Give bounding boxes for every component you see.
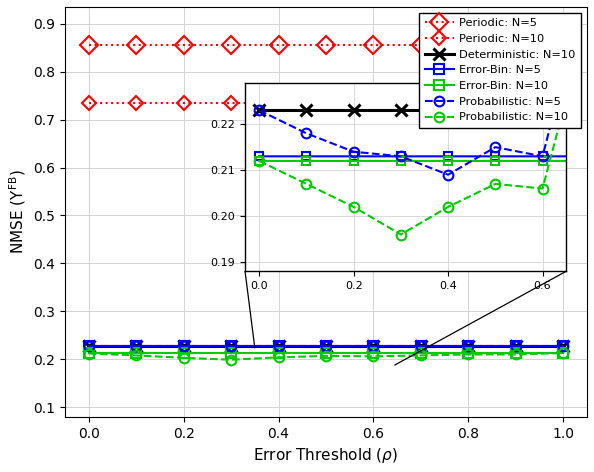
- Periodic: N=5: (0.2, 0.855): N=5: (0.2, 0.855): [180, 42, 187, 48]
- Error-Bin: N=10: (0.8, 0.213): N=10: (0.8, 0.213): [465, 350, 472, 356]
- Error-Bin: N=10: (1, 0.213): N=10: (1, 0.213): [560, 350, 567, 356]
- Periodic: N=5: (0.7, 0.855): N=5: (0.7, 0.855): [418, 42, 425, 48]
- Periodic: N=10: (0.2, 0.735): N=10: (0.2, 0.735): [180, 100, 187, 106]
- Deterministic: N=10: (0.1, 0.228): N=10: (0.1, 0.228): [132, 343, 140, 349]
- Probabilistic: N=10: (0.5, 0.207): N=10: (0.5, 0.207): [323, 353, 330, 359]
- Probabilistic: N=10: (0.9, 0.21): N=10: (0.9, 0.21): [512, 352, 519, 357]
- Periodic: N=5: (0.3, 0.855): N=5: (0.3, 0.855): [228, 42, 235, 48]
- Error-Bin: N=5: (0.4, 0.228): N=5: (0.4, 0.228): [275, 343, 282, 349]
- Error-Bin: N=5: (0.5, 0.228): N=5: (0.5, 0.228): [323, 343, 330, 349]
- Error-Bin: N=10: (0.1, 0.213): N=10: (0.1, 0.213): [132, 350, 140, 356]
- Error-Bin: N=10: (0.3, 0.213): N=10: (0.3, 0.213): [228, 350, 235, 356]
- Error-Bin: N=5: (0.6, 0.228): N=5: (0.6, 0.228): [370, 343, 377, 349]
- Deterministic: N=10: (0.7, 0.228): N=10: (0.7, 0.228): [418, 343, 425, 349]
- Periodic: N=5: (0.5, 0.855): N=5: (0.5, 0.855): [323, 42, 330, 48]
- Periodic: N=10: (0, 0.735): N=10: (0, 0.735): [85, 100, 92, 106]
- Periodic: N=10: (0.6, 0.735): N=10: (0.6, 0.735): [370, 100, 377, 106]
- Legend: Periodic: N=5, Periodic: N=10, Deterministic: N=10, Error-Bin: N=5, Error-Bin: N: Periodic: N=5, Periodic: N=10, Determini…: [419, 13, 582, 128]
- Deterministic: N=10: (0.3, 0.228): N=10: (0.3, 0.228): [228, 343, 235, 349]
- Error-Bin: N=5: (0.1, 0.228): N=5: (0.1, 0.228): [132, 343, 140, 349]
- Error-Bin: N=10: (0, 0.213): N=10: (0, 0.213): [85, 350, 92, 356]
- Line: Probabilistic: N=5: Probabilistic: N=5: [84, 341, 568, 351]
- Error-Bin: N=10: (0.2, 0.213): N=10: (0.2, 0.213): [180, 350, 187, 356]
- Error-Bin: N=10: (0.7, 0.213): N=10: (0.7, 0.213): [418, 350, 425, 356]
- Error-Bin: N=5: (0.3, 0.228): N=5: (0.3, 0.228): [228, 343, 235, 349]
- Error-Bin: N=10: (0.5, 0.213): N=10: (0.5, 0.213): [323, 350, 330, 356]
- Deterministic: N=10: (0.4, 0.228): N=10: (0.4, 0.228): [275, 343, 282, 349]
- Probabilistic: N=10: (0.8, 0.21): N=10: (0.8, 0.21): [465, 352, 472, 357]
- Y-axis label: NMSE ($\Upsilon^{\rm FB}$): NMSE ($\Upsilon^{\rm FB}$): [7, 169, 28, 254]
- Periodic: N=10: (1, 0.735): N=10: (1, 0.735): [560, 100, 567, 106]
- Line: Error-Bin: N=5: Error-Bin: N=5: [84, 341, 568, 351]
- Line: Periodic: N=10: Periodic: N=10: [84, 98, 568, 108]
- Periodic: N=5: (0, 0.855): N=5: (0, 0.855): [85, 42, 92, 48]
- Error-Bin: N=10: (0.4, 0.213): N=10: (0.4, 0.213): [275, 350, 282, 356]
- Probabilistic: N=5: (0.6, 0.228): N=5: (0.6, 0.228): [370, 343, 377, 349]
- Probabilistic: N=5: (0, 0.228): N=5: (0, 0.228): [85, 343, 92, 349]
- Deterministic: N=10: (0.2, 0.228): N=10: (0.2, 0.228): [180, 343, 187, 349]
- Periodic: N=5: (0.6, 0.855): N=5: (0.6, 0.855): [370, 42, 377, 48]
- Error-Bin: N=10: (0.6, 0.213): N=10: (0.6, 0.213): [370, 350, 377, 356]
- Error-Bin: N=5: (0, 0.228): N=5: (0, 0.228): [85, 343, 92, 349]
- Deterministic: N=10: (0, 0.228): N=10: (0, 0.228): [85, 343, 92, 349]
- Line: Periodic: N=5: Periodic: N=5: [83, 39, 570, 51]
- Probabilistic: N=5: (0.7, 0.228): N=5: (0.7, 0.228): [418, 343, 425, 349]
- Deterministic: N=10: (0.8, 0.228): N=10: (0.8, 0.228): [465, 343, 472, 349]
- Probabilistic: N=5: (0.4, 0.228): N=5: (0.4, 0.228): [275, 343, 282, 349]
- Error-Bin: N=10: (0.9, 0.213): N=10: (0.9, 0.213): [512, 350, 519, 356]
- Deterministic: N=10: (1, 0.228): N=10: (1, 0.228): [560, 343, 567, 349]
- Probabilistic: N=10: (0, 0.212): N=10: (0, 0.212): [85, 351, 92, 356]
- Periodic: N=10: (0.5, 0.735): N=10: (0.5, 0.735): [323, 100, 330, 106]
- Probabilistic: N=5: (0.1, 0.228): N=5: (0.1, 0.228): [132, 343, 140, 349]
- Probabilistic: N=5: (1, 0.228): N=5: (1, 0.228): [560, 343, 567, 349]
- Line: Probabilistic: N=10: Probabilistic: N=10: [84, 348, 568, 364]
- Probabilistic: N=5: (0.2, 0.228): N=5: (0.2, 0.228): [180, 343, 187, 349]
- Probabilistic: N=10: (0.6, 0.206): N=10: (0.6, 0.206): [370, 354, 377, 359]
- Probabilistic: N=10: (0.1, 0.208): N=10: (0.1, 0.208): [132, 353, 140, 358]
- Periodic: N=10: (0.9, 0.735): N=10: (0.9, 0.735): [512, 100, 519, 106]
- Error-Bin: N=5: (0.9, 0.228): N=5: (0.9, 0.228): [512, 343, 519, 349]
- Error-Bin: N=5: (1, 0.228): N=5: (1, 0.228): [560, 343, 567, 349]
- Probabilistic: N=10: (1, 0.213): N=10: (1, 0.213): [560, 350, 567, 356]
- Probabilistic: N=5: (0.5, 0.228): N=5: (0.5, 0.228): [323, 343, 330, 349]
- Deterministic: N=10: (0.9, 0.228): N=10: (0.9, 0.228): [512, 343, 519, 349]
- Periodic: N=10: (0.4, 0.735): N=10: (0.4, 0.735): [275, 100, 282, 106]
- Periodic: N=5: (1, 0.855): N=5: (1, 0.855): [560, 42, 567, 48]
- Probabilistic: N=10: (0.7, 0.208): N=10: (0.7, 0.208): [418, 353, 425, 358]
- Periodic: N=10: (0.8, 0.735): N=10: (0.8, 0.735): [465, 100, 472, 106]
- Probabilistic: N=10: (0.2, 0.203): N=10: (0.2, 0.203): [180, 355, 187, 361]
- Periodic: N=5: (0.1, 0.855): N=5: (0.1, 0.855): [132, 42, 140, 48]
- Line: Deterministic: N=10: Deterministic: N=10: [83, 339, 570, 352]
- Probabilistic: N=10: (0.4, 0.204): N=10: (0.4, 0.204): [275, 354, 282, 360]
- Probabilistic: N=5: (0.8, 0.228): N=5: (0.8, 0.228): [465, 343, 472, 349]
- Error-Bin: N=5: (0.7, 0.228): N=5: (0.7, 0.228): [418, 343, 425, 349]
- Probabilistic: N=5: (0.3, 0.228): N=5: (0.3, 0.228): [228, 343, 235, 349]
- Deterministic: N=10: (0.5, 0.228): N=10: (0.5, 0.228): [323, 343, 330, 349]
- Periodic: N=10: (0.1, 0.735): N=10: (0.1, 0.735): [132, 100, 140, 106]
- Error-Bin: N=5: (0.8, 0.228): N=5: (0.8, 0.228): [465, 343, 472, 349]
- Periodic: N=5: (0.9, 0.855): N=5: (0.9, 0.855): [512, 42, 519, 48]
- Line: Error-Bin: N=10: Error-Bin: N=10: [84, 348, 568, 358]
- Error-Bin: N=5: (0.2, 0.228): N=5: (0.2, 0.228): [180, 343, 187, 349]
- Periodic: N=5: (0.4, 0.855): N=5: (0.4, 0.855): [275, 42, 282, 48]
- Probabilistic: N=10: (0.3, 0.199): N=10: (0.3, 0.199): [228, 357, 235, 362]
- Periodic: N=5: (0.8, 0.855): N=5: (0.8, 0.855): [465, 42, 472, 48]
- Deterministic: N=10: (0.6, 0.228): N=10: (0.6, 0.228): [370, 343, 377, 349]
- Periodic: N=10: (0.3, 0.735): N=10: (0.3, 0.735): [228, 100, 235, 106]
- X-axis label: Error Threshold ($\rho$): Error Threshold ($\rho$): [254, 446, 399, 465]
- Probabilistic: N=5: (0.9, 0.228): N=5: (0.9, 0.228): [512, 343, 519, 349]
- Periodic: N=10: (0.7, 0.735): N=10: (0.7, 0.735): [418, 100, 425, 106]
